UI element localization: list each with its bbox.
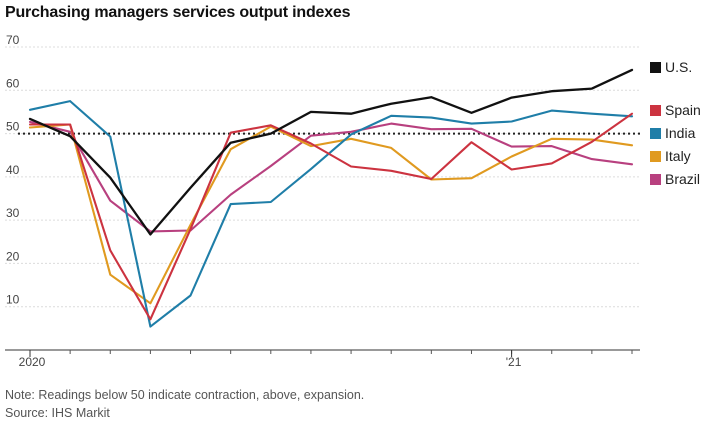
y-tick-label-30: 30: [6, 206, 20, 220]
legend-label-india: India: [665, 125, 696, 141]
legend-swatch-spain: [650, 105, 661, 116]
legend-label-brazil: Brazil: [665, 171, 700, 187]
series-lines: [28, 68, 634, 328]
x-tick-label: '21: [506, 355, 522, 369]
legend-swatch-brazil: [650, 174, 661, 185]
x-tick-label: 2020: [19, 355, 46, 369]
chart-title: Purchasing managers services output inde…: [5, 4, 351, 21]
legend: U.S. Spain India Italy Brazil: [650, 59, 701, 187]
y-tick-label-60: 60: [6, 76, 20, 90]
series-line-spain: [28, 112, 634, 321]
legend-label-italy: Italy: [665, 148, 691, 164]
y-tick-label-20: 20: [6, 249, 20, 263]
y-tick-label-40: 40: [6, 163, 20, 177]
y-tick-label-70: 70: [6, 33, 20, 47]
footnote-note: Note: Readings below 50 indicate contrac…: [5, 388, 365, 402]
footnote-source: Source: IHS Markit: [5, 406, 110, 420]
legend-swatch-india: [650, 128, 661, 139]
series-line-us: [28, 68, 634, 236]
y-tick-label-10: 10: [6, 293, 20, 307]
series-line-brazil: [28, 120, 634, 233]
legend-label-spain: Spain: [665, 102, 701, 118]
legend-swatch-italy: [650, 151, 661, 162]
series-line-india: [28, 100, 634, 328]
series-line-italy: [28, 123, 634, 305]
legend-label-us: U.S.: [665, 59, 692, 75]
gridlines: [5, 46, 640, 308]
legend-swatch-us: [650, 62, 661, 73]
x-axis: 2020 '21: [5, 349, 640, 369]
y-axis-tick-labels: 10 20 30 40 50 60 70: [6, 33, 20, 307]
y-tick-label-50: 50: [6, 120, 20, 134]
